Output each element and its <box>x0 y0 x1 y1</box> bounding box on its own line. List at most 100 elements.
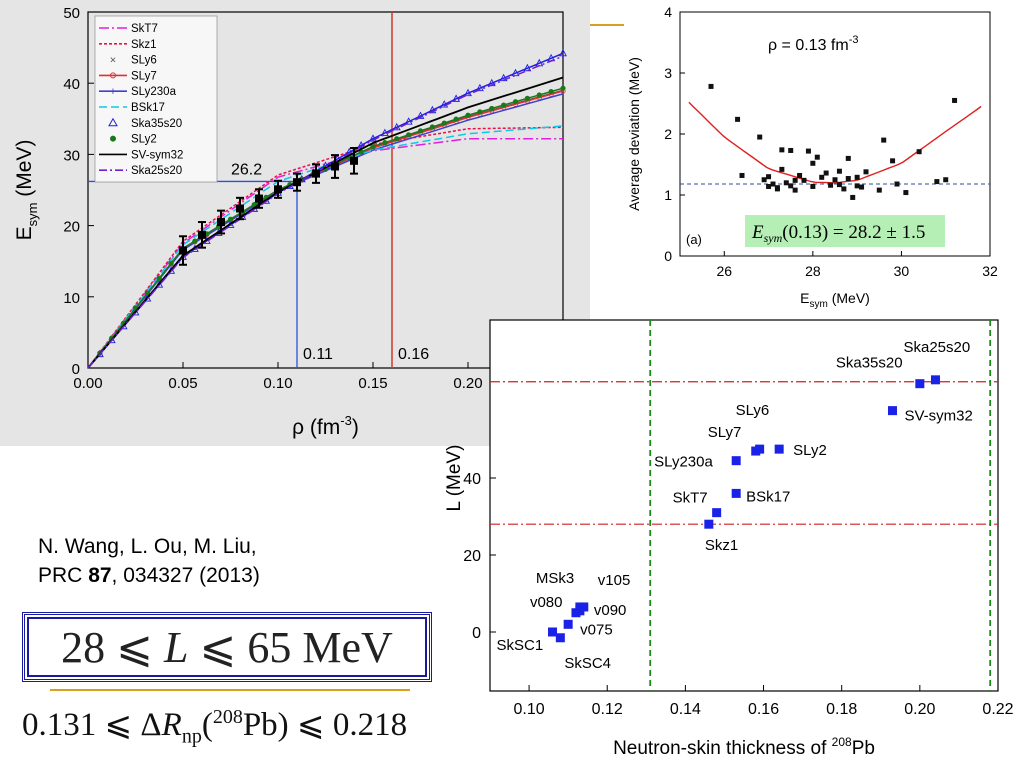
chart1-legend-label: SLy6 <box>131 55 157 67</box>
reference-citation: N. Wang, L. Ou, M. Liu, PRC 87, 034327 (… <box>38 532 260 590</box>
chart3-point-label: v080 <box>530 594 563 611</box>
chart3-data-point <box>704 519 714 529</box>
chart1-legend-marker: + <box>110 86 116 98</box>
chart1-y-tick-label: 20 <box>63 219 80 236</box>
gold-divider-bottom <box>50 689 410 691</box>
chart2-x-tick-label: 26 <box>716 263 732 279</box>
chart3-x-tick-label: 0.10 <box>514 701 545 718</box>
chart1-series-marker <box>440 100 449 108</box>
chart3-point-label: SkT7 <box>673 490 708 507</box>
chart1-hline-label: 26.2 <box>231 161 262 178</box>
chart2-data-point <box>779 166 785 172</box>
chart1-series-marker <box>501 102 507 108</box>
chart3-data-point <box>731 488 741 498</box>
chart2-data-point <box>841 186 847 192</box>
chart3-data-point <box>930 375 940 385</box>
chart2-data-point <box>757 134 763 140</box>
chart1-data-point <box>331 162 339 171</box>
chart1-series-marker <box>392 122 401 131</box>
chart3-point-label: SLy6 <box>736 402 770 419</box>
chart1-legend-label: Ska25s20 <box>131 165 182 177</box>
chart3-x-tick-label: 0.18 <box>826 701 857 718</box>
chart2-data-point <box>823 170 829 176</box>
chart1-series-marker <box>559 48 567 57</box>
chart2-data-point <box>934 179 940 185</box>
chart1-series-marker <box>465 112 471 118</box>
chart3-plot-frame <box>489 319 999 692</box>
chart2-panel-label: (a) <box>686 232 702 247</box>
chart2-data-point <box>890 158 896 164</box>
chart2-data-point <box>814 154 820 160</box>
chart2-data-point <box>770 181 776 187</box>
chart1-series-marker <box>477 109 483 115</box>
chart1-x-axis-label: ρ (fm-3) <box>292 413 359 439</box>
chart1-series-marker <box>429 124 435 130</box>
chart2-y-tick-label: 3 <box>664 65 672 81</box>
chart1-series-marker <box>560 85 566 91</box>
chart3-point-label: SLy2 <box>793 442 827 459</box>
chart1-data-point <box>312 169 320 178</box>
chart1-vline-blue-label: 0.11 <box>303 346 333 363</box>
chart2-data-point <box>836 182 842 188</box>
chart1-y-axis-label: Esym (MeV) <box>13 140 40 241</box>
chart2-data-point <box>783 180 789 186</box>
chart3-x-tick-label: 0.20 <box>904 701 935 718</box>
chart3-x-tick-label: 0.12 <box>592 701 623 718</box>
gold-divider-top <box>590 24 624 26</box>
chart1-legend-marker <box>110 135 116 142</box>
chart1-legend-marker: × <box>110 55 116 67</box>
chart1-legend-label: SLy7 <box>131 70 157 82</box>
chart1-x-tick-label: 0.20 <box>453 375 482 392</box>
chart1-series-marker <box>464 88 472 97</box>
chart1-series-marker <box>369 134 377 142</box>
chart3-point-label: v105 <box>598 572 631 589</box>
chart2-data-point <box>859 184 865 190</box>
chart1-data-point <box>274 185 282 194</box>
chart2-data-point <box>845 176 851 182</box>
chart1-series-marker <box>382 140 388 146</box>
chart1-series-marker <box>394 136 400 142</box>
average-deviation-chart: 26 28 30 32 0 1 2 3 4 Esym (MeV) Average deviation… <box>626 4 998 310</box>
chart3-y-axis-label: L (MeV) <box>444 445 465 512</box>
chart1-plot-frame <box>87 11 564 369</box>
chart3-point-label: SkSC4 <box>564 655 611 672</box>
chart1-x-tick-label: 0.10 <box>263 375 292 392</box>
chart1-series-marker <box>370 143 376 150</box>
esym-density-chart: 0.000.050.100.150.200.2501020304050ρ (fm… <box>0 0 590 446</box>
chart2-data-point <box>774 185 780 191</box>
chart1-y-tick-label: 40 <box>63 76 80 93</box>
chart2-data-point <box>903 190 909 196</box>
chart2-y-axis-label: Average deviation (MeV) <box>626 57 642 211</box>
chart2-data-point <box>819 174 825 180</box>
chart1-series-marker <box>416 111 425 119</box>
chart1-series-marker <box>441 120 447 126</box>
chart2-data-point <box>845 155 851 161</box>
chart1-series-line <box>87 126 564 369</box>
chart1-series-marker <box>536 92 542 98</box>
chart2-data-point <box>881 137 887 143</box>
chart1-series-marker <box>512 99 519 105</box>
chart1-vline-red-label: 0.16 <box>398 346 429 363</box>
chart3-point-label: SLy7 <box>708 424 742 441</box>
chart2-data-point <box>779 147 785 153</box>
chart1-legend-label: Ska35s20 <box>131 118 182 130</box>
chart3-y-tick-label: 40 <box>463 471 481 488</box>
chart1-data-point <box>350 156 358 165</box>
chart2-data-point <box>854 183 860 189</box>
chart1-y-tick-label: 50 <box>63 5 80 22</box>
chart1-series-marker <box>357 141 366 149</box>
chart2-data-point <box>792 177 798 183</box>
chart2-data-point <box>854 174 860 180</box>
chart3-point-label: v090 <box>594 602 627 619</box>
chart3-data-point <box>555 633 565 643</box>
chart2-result-box <box>745 215 945 247</box>
chart2-data-point <box>739 172 745 178</box>
chart2-data-point <box>788 183 794 189</box>
chart1-series-marker <box>227 216 234 222</box>
chart2-data-point <box>952 97 958 103</box>
chart1-series-marker <box>489 105 495 112</box>
chart1-series-marker <box>523 63 532 72</box>
reference-authors: N. Wang, L. Ou, M. Liu, <box>38 535 257 558</box>
chart1-series-line <box>87 55 564 369</box>
chart3-x-axis-label: Neutron-skin thickness of 208Pb <box>613 735 875 759</box>
